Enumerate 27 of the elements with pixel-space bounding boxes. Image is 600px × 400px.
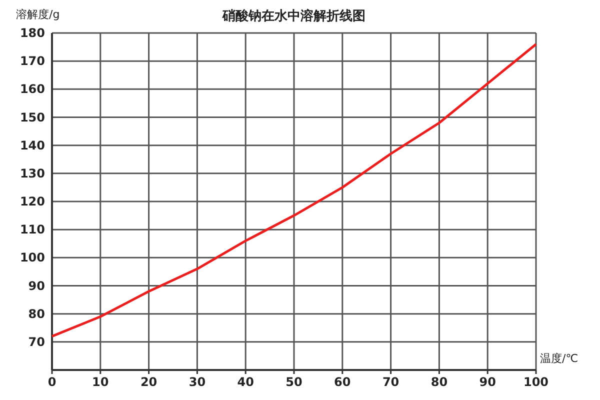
y-tick-label: 90 [28, 278, 45, 293]
x-tick-label: 0 [48, 375, 56, 389]
x-tick-label: 50 [286, 375, 302, 389]
x-tick-label: 70 [382, 375, 400, 389]
x-tick-label: 10 [92, 375, 109, 389]
y-tick-label: 180 [20, 26, 45, 40]
y-tick-label: 140 [20, 138, 45, 152]
x-tick-label: 90 [479, 375, 496, 389]
line-series [50, 42, 538, 338]
y-tick-label: 70 [28, 334, 45, 349]
x-tick-label: 80 [430, 375, 448, 389]
y-tick-label: 80 [28, 306, 45, 321]
y-tick-label: 170 [20, 54, 45, 68]
y-tick-label: 150 [20, 110, 45, 124]
x-tick-label: 40 [237, 375, 254, 389]
y-tick-label: 130 [20, 166, 45, 180]
x-tick-label: 60 [334, 375, 351, 389]
x-tick-label: 20 [140, 375, 158, 389]
y-tick-label: 160 [20, 82, 45, 96]
y-tick-label: 110 [20, 222, 45, 237]
y-tick-label: 100 [20, 250, 45, 265]
chart-title: 硝酸钠在水中溶解折线图 [222, 8, 366, 24]
y-tick-label: 120 [20, 194, 45, 208]
x-tick-label: 30 [188, 375, 206, 389]
x-axis-title: 温度/℃ [540, 352, 578, 365]
x-tick-label: 100 [523, 375, 549, 389]
y-axis-title: 溶解度/g [16, 8, 60, 21]
